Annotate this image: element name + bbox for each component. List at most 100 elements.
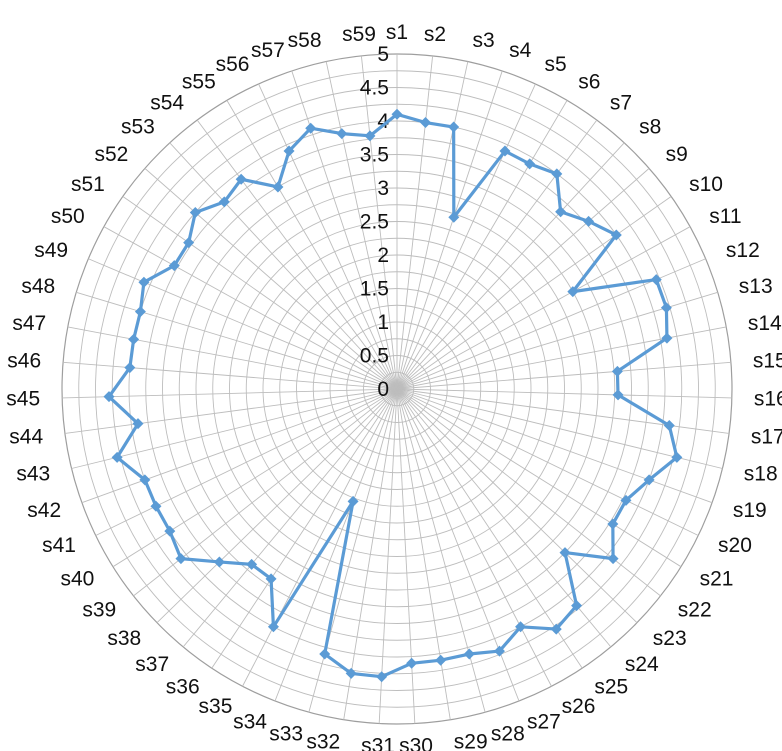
grid-spoke <box>67 326 398 390</box>
grid-spoke <box>396 70 503 390</box>
tick-label: 0 <box>377 378 389 401</box>
grid-spoke <box>396 196 672 390</box>
grid-spoke <box>396 388 661 597</box>
data-point-s23 <box>559 547 571 559</box>
category-label-s28: s28 <box>491 722 525 745</box>
data-point-s30 <box>406 657 418 669</box>
category-label-s8: s8 <box>639 116 661 139</box>
grid-spoke <box>396 61 469 390</box>
category-label-s54: s54 <box>150 91 184 114</box>
category-label-s37: s37 <box>135 653 169 676</box>
grid-spoke <box>360 55 398 390</box>
tick-label: 5 <box>377 43 389 66</box>
category-label-s46: s46 <box>7 350 41 373</box>
data-point-s57 <box>305 122 317 134</box>
data-point-s58 <box>336 128 348 140</box>
category-label-s15: s15 <box>753 350 782 373</box>
category-label-s9: s9 <box>666 143 688 166</box>
grid-spoke <box>396 388 638 624</box>
data-point-s43 <box>111 451 123 463</box>
category-label-s36: s36 <box>166 675 200 698</box>
category-label-s4: s4 <box>509 39 532 62</box>
category-label-s31: s31 <box>361 734 395 751</box>
category-label-s24: s24 <box>625 653 659 676</box>
data-point-s6 <box>524 158 536 170</box>
data-point-s51 <box>183 237 195 249</box>
grid-spoke <box>396 55 434 390</box>
tick-label: 3.5 <box>360 144 389 167</box>
category-label-s32: s32 <box>306 730 340 751</box>
grid-spoke <box>211 388 398 669</box>
category-label-s51: s51 <box>71 173 105 196</box>
data-point-s4 <box>448 211 460 223</box>
grid-spoke <box>63 361 398 390</box>
grid-spoke <box>182 388 398 648</box>
grid-spoke <box>122 196 398 390</box>
series-layer <box>103 108 683 683</box>
category-label-s19: s19 <box>733 499 767 522</box>
tick-label: 2.5 <box>360 211 389 234</box>
grid-spoke <box>144 168 398 390</box>
data-point-s18 <box>671 451 683 463</box>
data-point-s20 <box>620 494 632 506</box>
data-point-s55 <box>272 181 284 193</box>
data-point-s36 <box>265 573 277 585</box>
category-label-s58: s58 <box>288 29 322 52</box>
data-point-s56 <box>283 145 295 157</box>
data-point-s32 <box>345 667 357 679</box>
series-line <box>107 112 679 679</box>
category-label-s18: s18 <box>744 463 778 486</box>
category-label-s48: s48 <box>21 275 55 298</box>
data-point-s48 <box>134 306 146 318</box>
data-point-s5 <box>499 145 511 157</box>
category-label-s33: s33 <box>269 722 303 745</box>
grid-spoke <box>62 388 398 399</box>
data-point-s14 <box>661 332 673 344</box>
category-label-s26: s26 <box>562 695 596 718</box>
data-point-s9 <box>583 215 595 227</box>
grid-spoke <box>396 388 699 536</box>
tick-label: 4.5 <box>360 77 389 100</box>
grid-spoke <box>396 100 568 390</box>
radial-tick-labels: 00.511.522.533.544.55 <box>360 43 390 401</box>
data-point-s2 <box>419 117 431 129</box>
data-point-s19 <box>643 474 655 486</box>
grid-spoke <box>133 388 398 597</box>
data-point-s53 <box>218 196 230 208</box>
data-point-s1 <box>391 108 403 120</box>
category-label-s7: s7 <box>610 91 632 114</box>
category-label-s29: s29 <box>454 730 488 751</box>
category-label-s30: s30 <box>399 734 433 751</box>
tick-label: 2 <box>377 244 389 267</box>
data-point-s33 <box>319 648 331 660</box>
category-label-s35: s35 <box>199 695 233 718</box>
data-point-s28 <box>463 648 475 660</box>
grid-spoke <box>325 61 398 390</box>
category-label-s56: s56 <box>216 53 250 76</box>
category-label-s55: s55 <box>182 70 216 93</box>
grid-spoke <box>88 258 398 390</box>
data-point-s15 <box>611 365 623 377</box>
category-label-s40: s40 <box>61 567 95 590</box>
category-label-s6: s6 <box>578 70 600 93</box>
grid-spoke <box>64 388 398 434</box>
grid-spoke <box>196 119 398 390</box>
data-point-s29 <box>435 654 447 666</box>
grid-spoke <box>242 388 398 687</box>
data-point-s39 <box>175 553 187 565</box>
data-point-s49 <box>138 276 150 288</box>
category-label-s11: s11 <box>709 205 741 228</box>
category-label-s45: s45 <box>6 388 40 411</box>
grid-spoke <box>396 226 691 390</box>
data-point-s41 <box>150 500 162 512</box>
category-label-s53: s53 <box>121 116 155 139</box>
grid-spoke <box>396 388 730 434</box>
category-label-s38: s38 <box>107 627 141 650</box>
grid-spoke <box>396 168 650 390</box>
category-label-s39: s39 <box>82 598 116 621</box>
grid-spoke <box>396 388 713 504</box>
grid-spoke <box>274 388 398 702</box>
data-point-s7 <box>551 168 563 180</box>
category-label-s42: s42 <box>27 499 61 522</box>
tick-label: 1 <box>377 311 389 334</box>
